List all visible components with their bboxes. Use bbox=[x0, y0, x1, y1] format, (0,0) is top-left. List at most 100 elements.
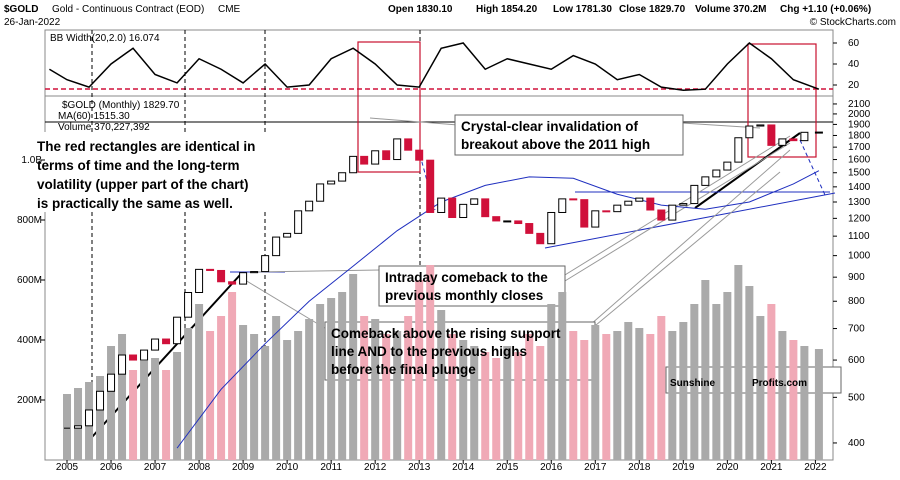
volume-bar bbox=[107, 346, 116, 460]
quote-high: High 1854.20 bbox=[476, 4, 538, 15]
candle bbox=[283, 232, 292, 238]
note-intraday: previous monthly closes bbox=[385, 288, 543, 303]
candle bbox=[437, 197, 446, 213]
volume-bar bbox=[602, 334, 611, 460]
bb-legend: BB Width(20,2.0) 16.074 bbox=[50, 33, 160, 44]
x-tick-label: 2022 bbox=[804, 462, 827, 473]
left-note-bg bbox=[32, 132, 290, 212]
volume-bar bbox=[217, 316, 226, 460]
y-tick-label: 40 bbox=[848, 59, 860, 70]
x-tick-label: 2006 bbox=[100, 462, 123, 473]
volume-bar bbox=[646, 334, 655, 460]
volume-bar bbox=[327, 298, 336, 460]
candle bbox=[778, 138, 787, 146]
volume-bar bbox=[800, 346, 809, 460]
candle bbox=[140, 349, 149, 361]
candle bbox=[624, 200, 633, 206]
x-tick-label: 2008 bbox=[188, 462, 211, 473]
candle bbox=[206, 268, 215, 271]
candle bbox=[316, 183, 325, 202]
candle bbox=[217, 269, 226, 283]
candle bbox=[690, 184, 699, 205]
quote-change: Chg +1.10 (+0.06%) bbox=[780, 4, 871, 15]
y-tick-label: 1000 bbox=[848, 251, 871, 262]
candle bbox=[569, 198, 578, 201]
candle bbox=[250, 271, 259, 274]
candle bbox=[195, 268, 204, 293]
note-crystal: breakout above the 2011 high bbox=[461, 137, 650, 152]
candle bbox=[338, 172, 347, 182]
candle bbox=[756, 124, 765, 127]
candle bbox=[712, 169, 721, 178]
candle bbox=[327, 180, 336, 185]
volume-bar bbox=[558, 292, 567, 460]
v-tick-label: 600M bbox=[17, 275, 42, 286]
volume-bar bbox=[814, 349, 823, 460]
candle bbox=[814, 131, 823, 134]
volume-bar bbox=[283, 340, 292, 460]
candle bbox=[151, 338, 160, 351]
ma-line bbox=[176, 170, 820, 449]
volume-bar bbox=[305, 319, 314, 460]
y-tick-label: 600 bbox=[848, 355, 865, 366]
x-tick-label: 2020 bbox=[716, 462, 739, 473]
y-tick-label: 400 bbox=[848, 438, 865, 449]
volume-bar bbox=[349, 274, 358, 460]
candle bbox=[261, 255, 270, 273]
v-tick-label: 400M bbox=[17, 335, 42, 346]
candle bbox=[382, 150, 391, 161]
volume-bar bbox=[767, 304, 776, 460]
volume-bar bbox=[415, 280, 424, 460]
volume-bar bbox=[492, 358, 501, 460]
y-tick-label: 1700 bbox=[848, 142, 871, 153]
x-tick-label: 2016 bbox=[540, 462, 563, 473]
candle bbox=[657, 209, 666, 221]
candle bbox=[536, 232, 545, 245]
y-tick-label: 1400 bbox=[848, 182, 871, 193]
volume-bar bbox=[316, 304, 325, 460]
volume-bar bbox=[613, 331, 622, 460]
candle bbox=[404, 138, 413, 151]
price-legend: $GOLD (Monthly) 1829.70 bbox=[62, 100, 180, 111]
candle bbox=[74, 425, 83, 429]
candle bbox=[635, 197, 644, 202]
note-left: is practically the same as well. bbox=[37, 196, 233, 211]
volume-bar bbox=[151, 358, 160, 460]
candle bbox=[118, 354, 127, 375]
volume-bar bbox=[173, 352, 182, 460]
ma-legend: MA(60) 1515.30 bbox=[58, 111, 130, 122]
quote-low: Low 1781.30 bbox=[553, 4, 612, 15]
volume-bar bbox=[426, 265, 435, 460]
candle bbox=[591, 210, 600, 228]
y-tick-label: 1600 bbox=[848, 155, 871, 166]
x-tick-label: 2019 bbox=[672, 462, 695, 473]
volume-bar bbox=[393, 331, 402, 460]
volume-bar bbox=[734, 265, 743, 460]
candle bbox=[481, 198, 490, 218]
v-tick-label: 800M bbox=[17, 215, 42, 226]
candle bbox=[96, 390, 105, 411]
volume-bar bbox=[525, 334, 534, 460]
bb-line bbox=[49, 42, 820, 92]
candle bbox=[745, 125, 754, 139]
v-tick-label: 1.0B bbox=[21, 155, 42, 166]
candle bbox=[393, 138, 402, 161]
quote-open: Open 1830.10 bbox=[388, 4, 453, 15]
candle bbox=[129, 354, 138, 361]
candle bbox=[558, 198, 567, 213]
volume-bar bbox=[437, 310, 446, 460]
x-tick-label: 2015 bbox=[496, 462, 519, 473]
x-tick-label: 2012 bbox=[364, 462, 387, 473]
candle bbox=[294, 210, 303, 234]
candle bbox=[734, 137, 743, 163]
candle bbox=[602, 210, 611, 213]
candle bbox=[371, 150, 380, 165]
candle bbox=[525, 223, 534, 234]
candle bbox=[349, 155, 358, 174]
volume-bar bbox=[580, 340, 589, 460]
y-tick-label: 700 bbox=[848, 324, 865, 335]
candle bbox=[679, 203, 688, 206]
candle bbox=[668, 204, 677, 221]
volume-bar bbox=[272, 316, 281, 460]
